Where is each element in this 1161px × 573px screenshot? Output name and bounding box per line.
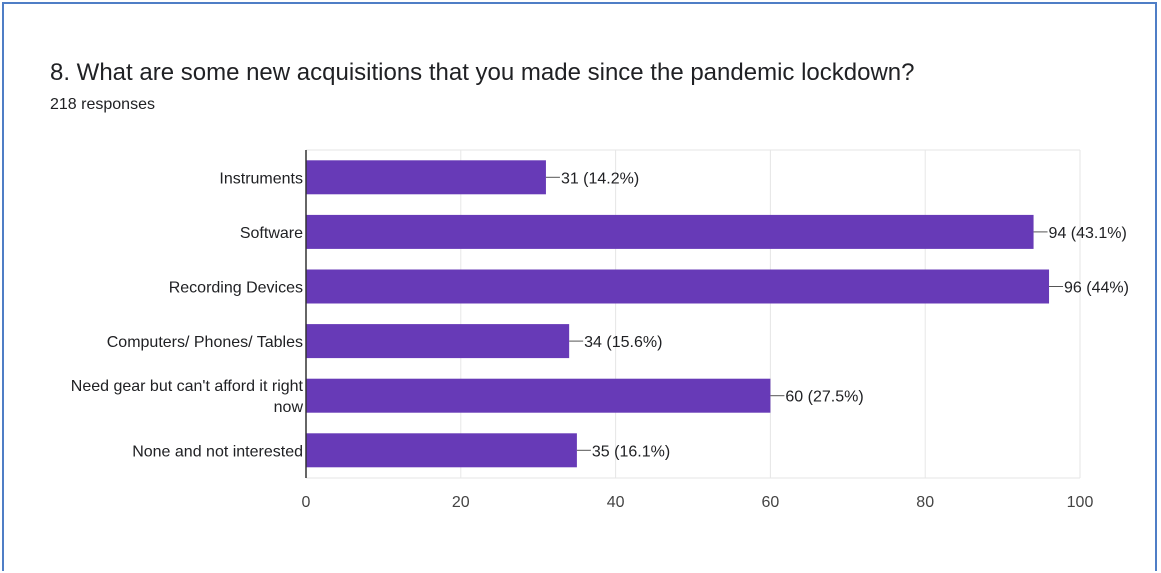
bar: [306, 160, 546, 195]
x-tick-label: 40: [607, 494, 625, 511]
category-label: Computers/ Phones/ Tables: [107, 334, 303, 351]
question-title: 8. What are some new acquisitions that y…: [50, 59, 915, 86]
x-tick-labels: 0 20 40 60 80 100: [302, 494, 1094, 511]
x-tick-label: 20: [452, 494, 470, 511]
data-label: 94 (43.1%): [1049, 225, 1127, 242]
bars: 31 (14.2%) 94 (43.1%) 96 (44%) 34 (15.6%) 60…: [306, 160, 1129, 468]
data-label: 60 (27.5%): [785, 389, 863, 406]
category-label: Need gear but can't afford it right now: [71, 378, 304, 416]
bar: [306, 378, 771, 413]
category-labels: Instruments Software Recording Devices Comp…: [71, 170, 304, 460]
category-label: Recording Devices: [169, 280, 303, 297]
data-label: 31 (14.2%): [561, 170, 639, 187]
x-tick-label: 60: [762, 494, 780, 511]
bar: [306, 214, 1034, 249]
data-label: 35 (16.1%): [592, 443, 670, 460]
x-tick-label: 0: [302, 494, 311, 511]
x-tick-label: 80: [916, 494, 934, 511]
x-tick-label: 100: [1067, 494, 1094, 511]
grid-lines: [306, 149, 1081, 479]
bar: [306, 269, 1050, 304]
data-label: 34 (15.6%): [584, 334, 662, 351]
category-label: Instruments: [219, 170, 303, 187]
category-label: Software: [240, 225, 303, 242]
category-label: None and not interested: [132, 443, 303, 460]
data-label: 96 (44%): [1064, 280, 1129, 297]
response-count: 218 responses: [50, 96, 155, 113]
bar: [306, 324, 570, 359]
bar: [306, 433, 577, 468]
